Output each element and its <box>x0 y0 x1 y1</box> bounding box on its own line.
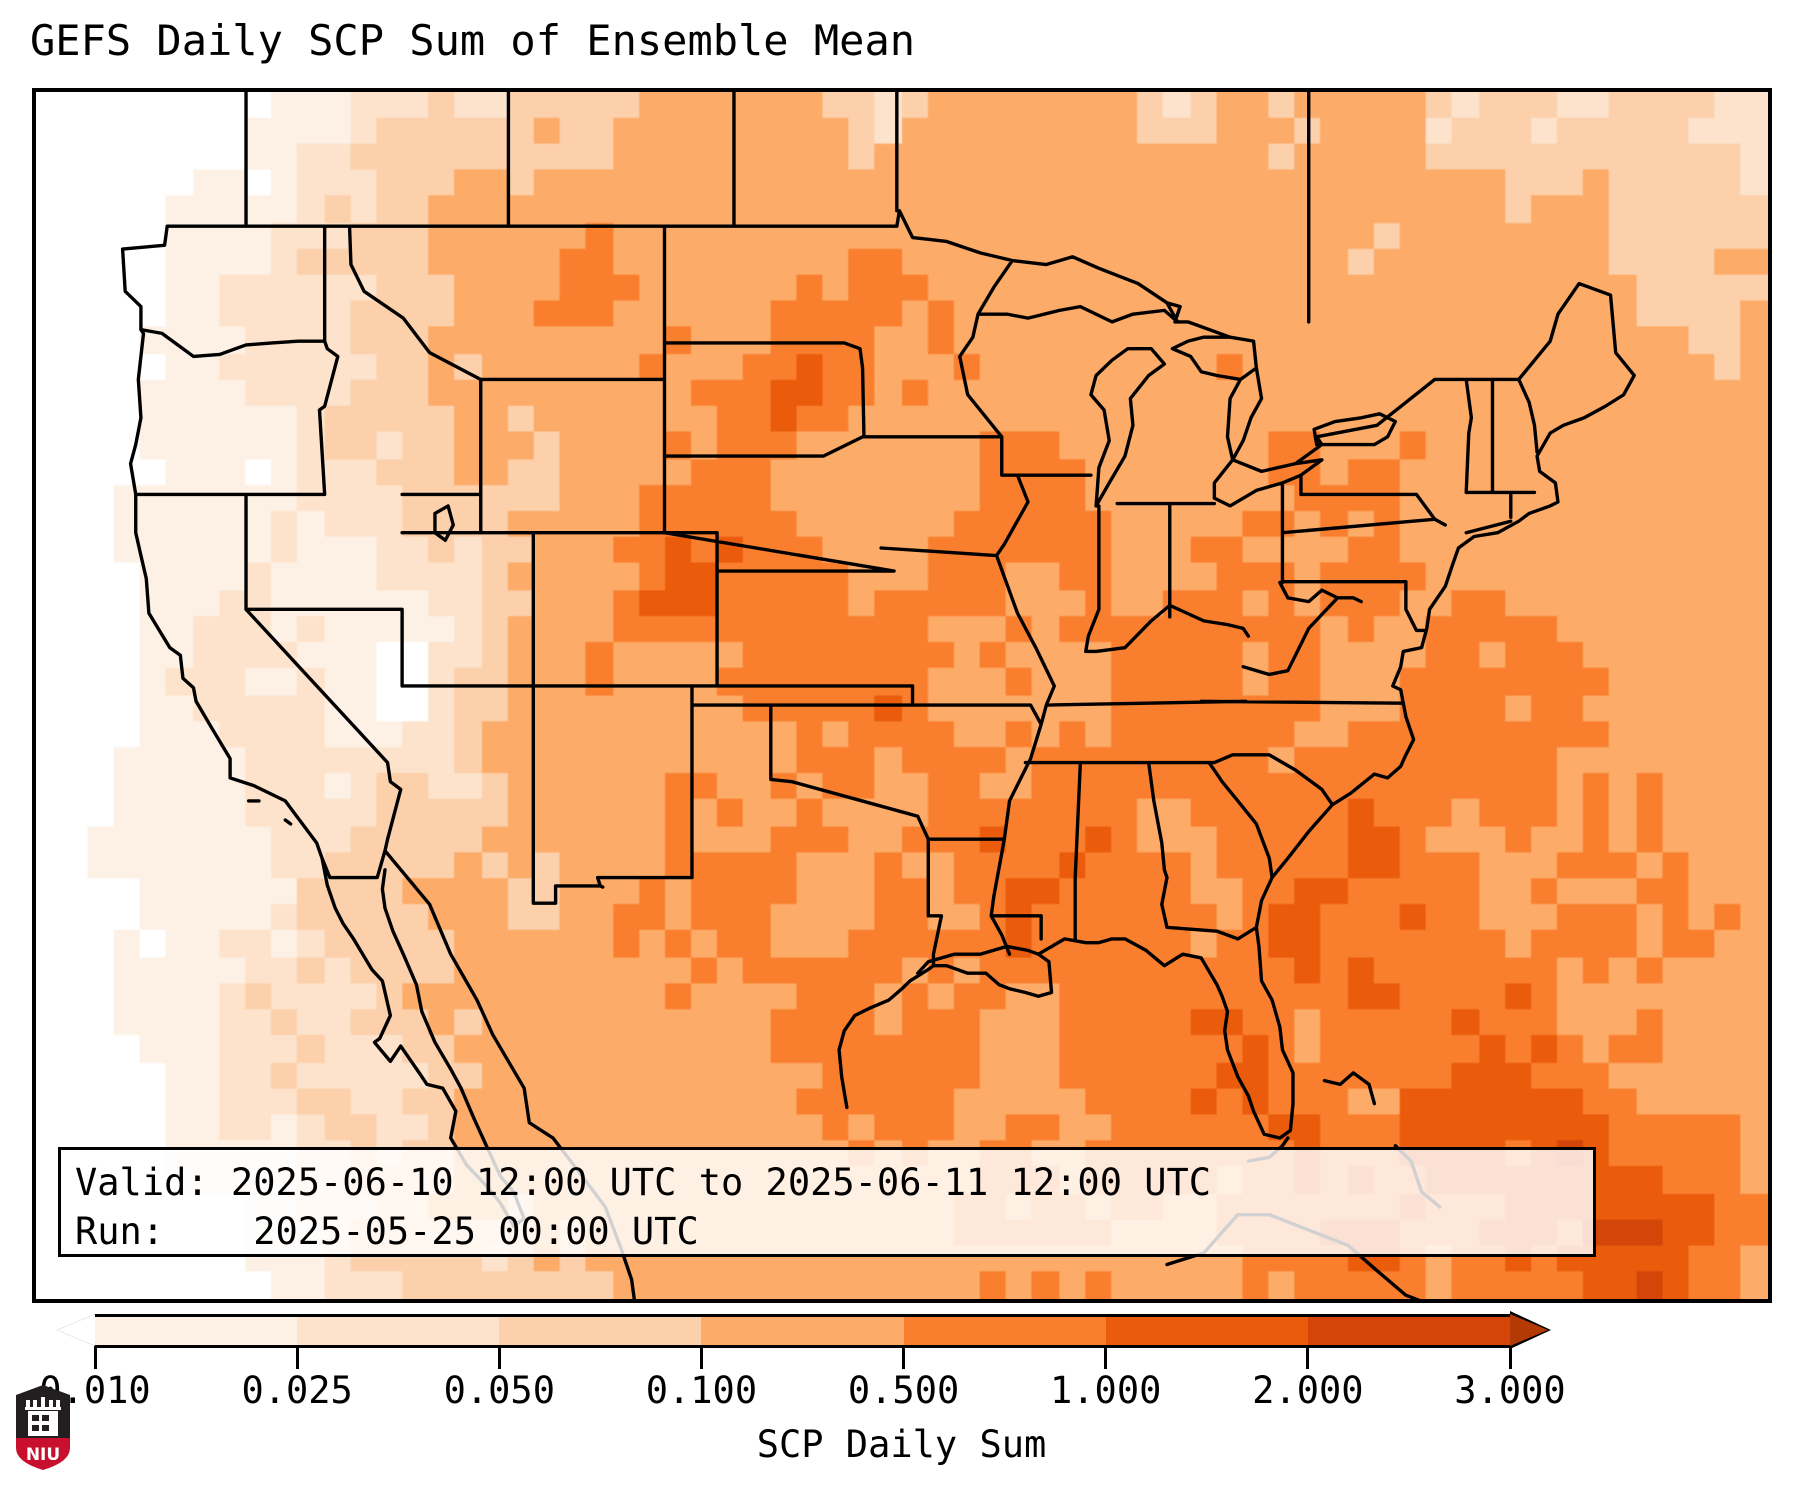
niu-logo-text: NIU <box>26 1445 60 1465</box>
colorbar-over-arrow <box>1510 1314 1548 1346</box>
colorbar-tick-label-4: 0.500 <box>847 1369 960 1412</box>
colorbar-tick-3 <box>699 1345 703 1369</box>
colorbar-tick-1 <box>295 1345 299 1369</box>
colorbar-tick-2 <box>497 1345 501 1369</box>
colorbar-tick-4 <box>902 1345 906 1369</box>
colorbar-tick-label-5: 1.000 <box>1050 1369 1162 1412</box>
colorbar-tick-7 <box>1508 1345 1512 1369</box>
colorbar-tick-5 <box>1104 1345 1108 1369</box>
colorbar-segment-5 <box>1105 1317 1308 1345</box>
colorbar-segment-4 <box>903 1317 1106 1345</box>
colorbar-gradient[interactable] <box>95 1314 1510 1348</box>
run-time-line: Run: 2025-05-25 00:00 UTC <box>75 1210 699 1253</box>
colorbar-segment-0 <box>95 1317 298 1345</box>
map-panel[interactable] <box>32 88 1772 1303</box>
colorbar-ticks <box>0 1345 1803 1371</box>
scp-heatmap-grid <box>36 92 1768 1299</box>
colorbar-segment-2 <box>499 1317 702 1345</box>
colorbar: 0.010 0.025 0.050 0.100 0.500 1.000 2.000 3.000… <box>0 1303 1803 1503</box>
valid-time-line: Valid: 2025-06-10 12:00 UTC to 2025-06-1… <box>75 1161 1212 1204</box>
colorbar-segment-6 <box>1307 1317 1510 1345</box>
info-box: Valid: 2025-06-10 12:00 UTC to 2025-06-1… <box>58 1147 1596 1257</box>
colorbar-under-arrow <box>57 1314 95 1346</box>
niu-logo: NIU <box>16 1385 70 1470</box>
colorbar-tick-label-6: 2.000 <box>1252 1369 1364 1412</box>
colorbar-tick-6 <box>1306 1345 1310 1369</box>
map-clip <box>36 92 1768 1299</box>
colorbar-axis-label: SCP Daily Sum <box>756 1423 1047 1466</box>
colorbar-tick-label-7: 3.000 <box>1454 1369 1566 1412</box>
colorbar-segment-1 <box>297 1317 500 1345</box>
colorbar-tick-label-1: 0.025 <box>241 1369 353 1412</box>
colorbar-segment-3 <box>701 1317 904 1345</box>
colorbar-tick-labels: 0.010 0.025 0.050 0.100 0.500 1.000 2.000 3.000 <box>0 1369 1803 1415</box>
colorbar-tick-0 <box>93 1345 97 1369</box>
colorbar-tick-label-2: 0.050 <box>443 1369 555 1412</box>
page-title: GEFS Daily SCP Sum of Ensemble Mean <box>30 16 916 65</box>
colorbar-tick-label-3: 0.100 <box>645 1369 758 1412</box>
